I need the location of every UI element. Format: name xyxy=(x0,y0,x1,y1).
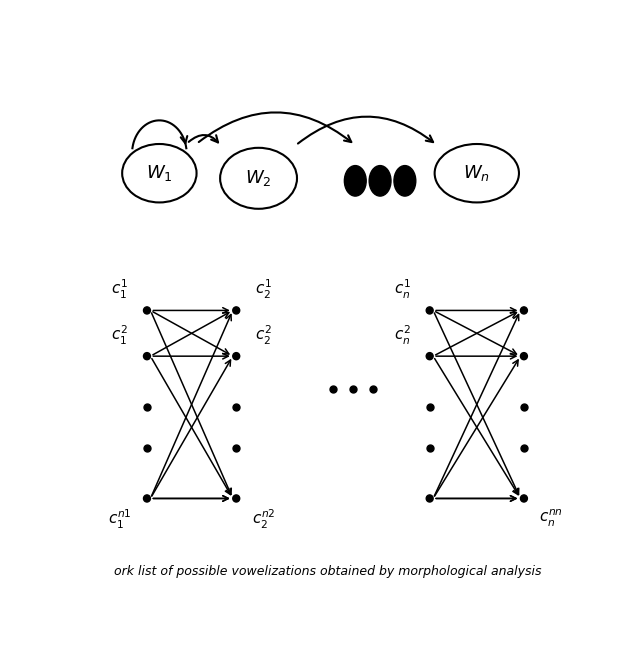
Text: $c_2^{n2}$: $c_2^{n2}$ xyxy=(252,508,275,531)
Circle shape xyxy=(520,352,527,360)
Ellipse shape xyxy=(394,166,416,196)
Text: ork list of possible vowelizations obtained by morphological analysis: ork list of possible vowelizations obtai… xyxy=(115,565,541,578)
Text: $c_2^2$: $c_2^2$ xyxy=(255,324,272,347)
Circle shape xyxy=(426,307,433,314)
Text: $c_n^1$: $c_n^1$ xyxy=(394,278,411,301)
Text: $W_n$: $W_n$ xyxy=(463,163,490,183)
Ellipse shape xyxy=(344,166,366,196)
Text: $c_n^2$: $c_n^2$ xyxy=(394,324,411,347)
Text: $c_n^{nn}$: $c_n^{nn}$ xyxy=(540,508,563,529)
Circle shape xyxy=(143,307,150,314)
Circle shape xyxy=(143,352,150,360)
Circle shape xyxy=(233,352,240,360)
Text: $c_2^1$: $c_2^1$ xyxy=(255,278,272,301)
Circle shape xyxy=(426,495,433,502)
Circle shape xyxy=(520,495,527,502)
Circle shape xyxy=(233,495,240,502)
Circle shape xyxy=(426,352,433,360)
Text: $c_1^{n1}$: $c_1^{n1}$ xyxy=(108,508,131,531)
Circle shape xyxy=(143,495,150,502)
Text: $c_1^2$: $c_1^2$ xyxy=(111,324,128,347)
Ellipse shape xyxy=(369,166,391,196)
Text: $W_1$: $W_1$ xyxy=(146,163,173,183)
Circle shape xyxy=(520,307,527,314)
Text: $c_1^1$: $c_1^1$ xyxy=(111,278,128,301)
Circle shape xyxy=(233,307,240,314)
Text: $W_2$: $W_2$ xyxy=(245,168,272,188)
